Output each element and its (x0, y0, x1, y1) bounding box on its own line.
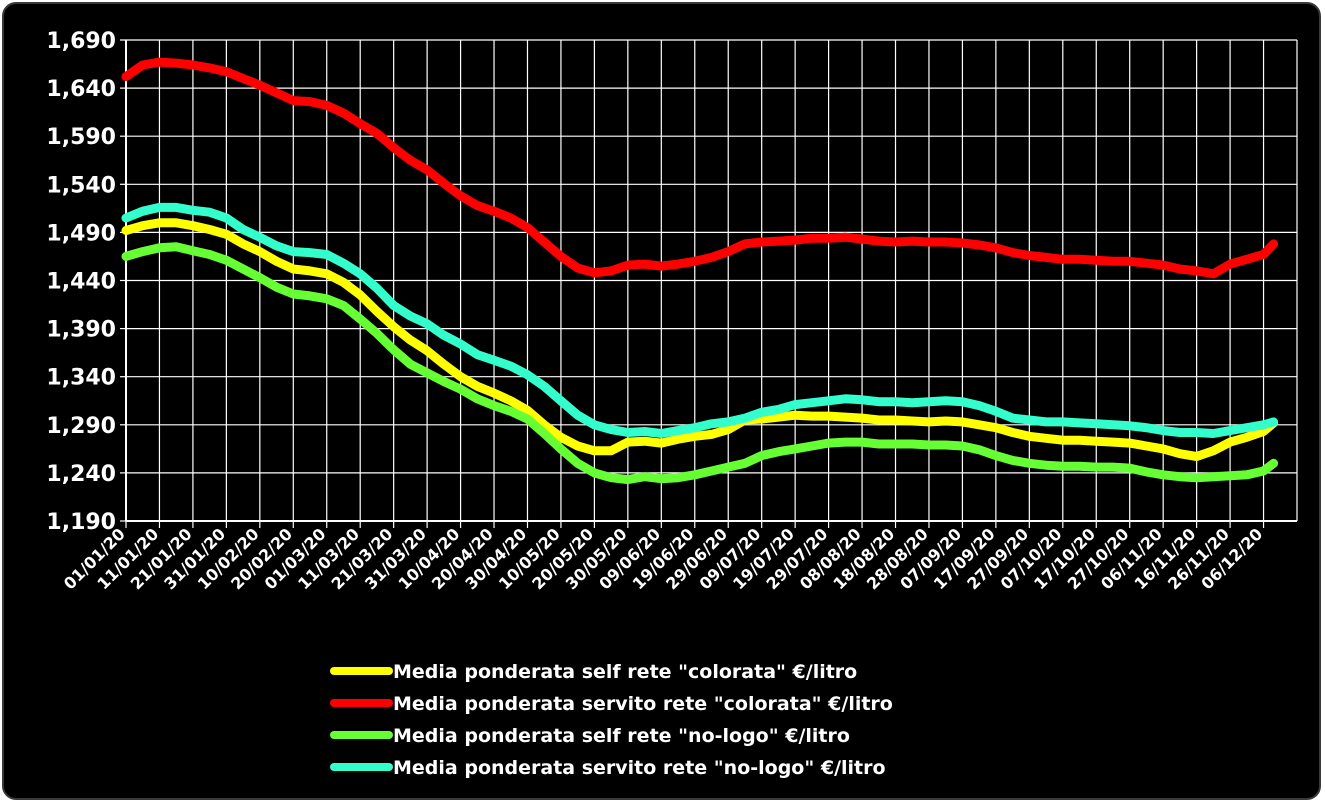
legend-label: Media ponderata servito rete "no-logo" €… (393, 757, 886, 779)
y-tick-label: 1,590 (46, 125, 116, 150)
series-line-2 (121, 57, 1279, 279)
y-tick-label: 1,240 (46, 462, 116, 487)
grid (125, 39, 1298, 522)
series-line-1 (121, 218, 1279, 461)
line-chart: 1,190 1,240 1,290 1,340 1,390 1,440 1,490 1,540… (46, 29, 1298, 779)
series-lines (121, 57, 1279, 485)
y-tick-label: 1,190 (46, 510, 116, 535)
legend-label: Media ponderata servito rete "colorata" … (393, 693, 893, 715)
x-tick-labels: 01/01/2011/01/2021/01/2031/01/2010/02/20… (60, 524, 1266, 593)
y-tick-label: 1,690 (46, 29, 116, 54)
y-tick-label: 1,290 (46, 414, 116, 439)
legend-label: Media ponderata self rete "no-logo" €/li… (393, 725, 850, 747)
series-line-3 (121, 242, 1279, 485)
y-tick-label: 1,490 (46, 221, 116, 246)
y-tick-label: 1,540 (46, 173, 116, 198)
legend-label: Media ponderata self rete "colorata" €/l… (393, 661, 857, 683)
y-tick-label: 1,340 (46, 366, 116, 391)
y-tick-labels: 1,190 1,240 1,290 1,340 1,390 1,440 1,490 1,540… (46, 29, 116, 535)
y-tick-label: 1,390 (46, 318, 116, 343)
y-tick-label: 1,440 (46, 270, 116, 295)
axes (120, 39, 1297, 528)
legend: Media ponderata self rete "colorata" €/l… (330, 661, 893, 779)
series-line-4 (121, 202, 1279, 438)
y-tick-label: 1,640 (46, 77, 116, 102)
